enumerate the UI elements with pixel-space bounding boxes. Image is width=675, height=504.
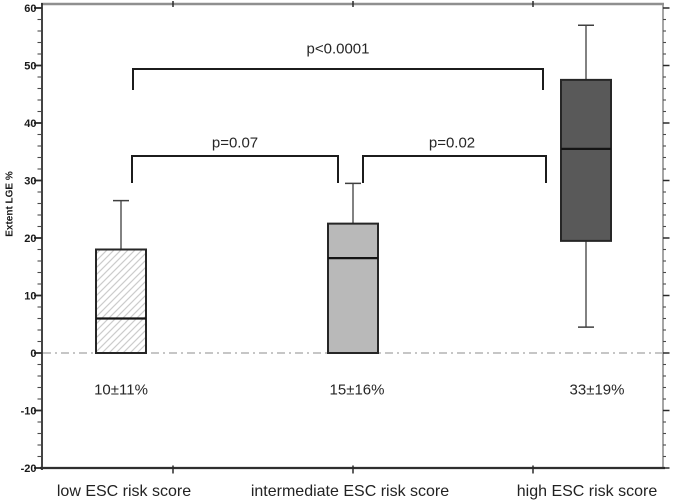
y-tick-label: 20 (24, 233, 36, 245)
significance-label-low-vs-high: p<0.0001 (306, 40, 370, 58)
significance-label-intermediate-vs-high: p=0.02 (428, 134, 476, 152)
box-hatch-overlay-low (95, 248, 147, 354)
category-label-intermediate: intermediate ESC risk score (250, 483, 450, 500)
y-tick-label: -10 (21, 406, 37, 418)
category-label-high: high ESC risk score (516, 483, 658, 500)
significance-bracket-2 (362, 155, 547, 183)
significance-label-low-vs-intermediate: p=0.07 (211, 134, 259, 152)
y-axis-title: Extent LGE % (4, 171, 16, 237)
y-tick-label: 50 (24, 61, 36, 73)
significance-bracket-1 (131, 155, 339, 183)
category-label-low: low ESC risk score (56, 483, 192, 500)
significance-bracket-0 (132, 68, 544, 90)
mean-sd-label-intermediate: 15±16% (329, 381, 385, 399)
y-tick-label: 40 (24, 118, 36, 130)
mean-sd-label-low: 10±11% (94, 381, 148, 399)
y-tick-label: 60 (24, 3, 36, 15)
y-tick-label: 0 (30, 348, 36, 360)
box-high (560, 78, 612, 242)
y-tick-label: 30 (24, 176, 36, 188)
mean-sd-label-high: 33±19% (569, 381, 625, 399)
y-tick-label: 10 (24, 291, 36, 303)
y-tick-label: -20 (21, 463, 37, 475)
box-intermediate (327, 222, 379, 354)
